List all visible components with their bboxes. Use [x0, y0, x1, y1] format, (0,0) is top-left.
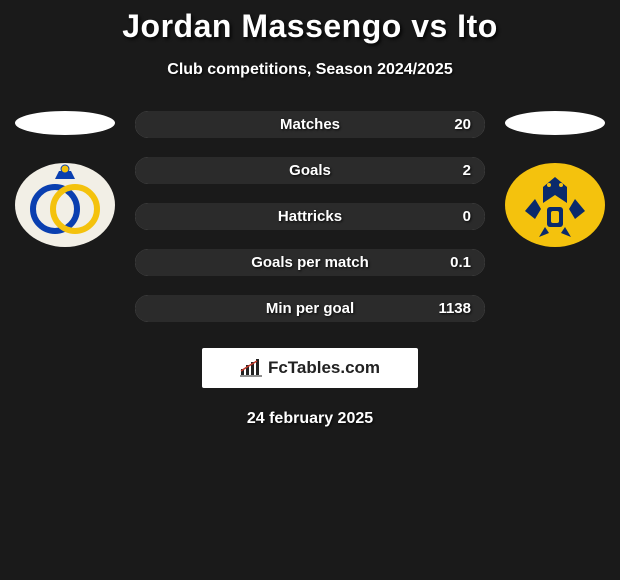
- stat-row: Goals 2: [135, 157, 485, 184]
- right-side: [495, 111, 615, 247]
- page-title: Jordan Massengo vs Ito: [0, 8, 620, 45]
- stvv-crest-icon: [505, 163, 605, 247]
- brand-box: FcTables.com: [202, 348, 418, 388]
- stat-label: Hattricks: [278, 208, 342, 225]
- right-team-badge: [505, 163, 605, 247]
- stat-row: Goals per match 0.1: [135, 249, 485, 276]
- stats-column: Matches 20 Goals 2 Hattricks 0 Goals per match…: [135, 111, 485, 322]
- vs-text: vs: [411, 8, 448, 44]
- right-player-oval: [505, 111, 605, 135]
- union-sg-crest-icon: [15, 163, 115, 247]
- stat-label: Matches: [280, 116, 340, 133]
- stat-label: Min per goal: [266, 300, 354, 317]
- left-team-badge: [15, 163, 115, 247]
- main-row: Matches 20 Goals 2 Hattricks 0 Goals per match…: [0, 111, 620, 322]
- bar-chart-icon: [240, 359, 262, 377]
- stat-value-right: 0: [463, 208, 471, 225]
- stat-label: Goals: [289, 162, 331, 179]
- stat-value-right: 20: [454, 116, 471, 133]
- player1-name: Jordan Massengo: [122, 8, 402, 44]
- subtitle: Club competitions, Season 2024/2025: [0, 61, 620, 79]
- stat-value-right: 0.1: [450, 254, 471, 271]
- date-text: 24 february 2025: [0, 410, 620, 428]
- player2-name: Ito: [457, 8, 498, 44]
- stat-value-right: 2: [463, 162, 471, 179]
- stat-value-right: 1138: [438, 300, 471, 317]
- left-player-oval: [15, 111, 115, 135]
- stat-row: Hattricks 0: [135, 203, 485, 230]
- stat-row: Min per goal 1138: [135, 295, 485, 322]
- stat-label: Goals per match: [251, 254, 369, 271]
- stat-row: Matches 20: [135, 111, 485, 138]
- left-side: [5, 111, 125, 247]
- brand-text: FcTables.com: [268, 358, 380, 378]
- comparison-card: Jordan Massengo vs Ito Club competitions…: [0, 0, 620, 428]
